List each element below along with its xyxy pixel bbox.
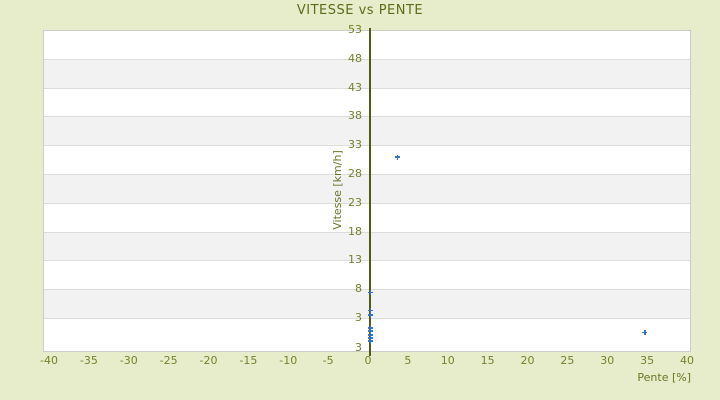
gridline — [43, 202, 691, 204]
plot-band — [43, 145, 691, 174]
chart-title: VITESSE vs PENTE — [296, 3, 424, 18]
plot-band — [43, 318, 691, 352]
y-tick-label: 38 — [348, 109, 362, 123]
plot-band — [43, 87, 691, 117]
gridline — [43, 116, 691, 118]
data-point — [367, 338, 373, 344]
plot-band — [43, 116, 691, 146]
x-tick-label: -20 — [199, 354, 218, 367]
x-tick-label: -30 — [119, 354, 138, 367]
data-point — [367, 335, 373, 341]
gridline — [43, 174, 691, 175]
gridline — [43, 58, 691, 60]
gridline — [43, 260, 691, 262]
x-tick-label: -25 — [159, 354, 178, 367]
data-point — [367, 308, 373, 314]
gridline — [43, 30, 691, 31]
y-tick-label: 48 — [348, 51, 362, 65]
data-point — [367, 312, 373, 318]
y-tick-label: 43 — [348, 80, 362, 94]
y-tick-label: 33 — [348, 138, 362, 152]
x-tick-label: 5 — [404, 354, 412, 367]
y-tick-label: 3 — [355, 311, 362, 324]
y-tick-label: 23 — [348, 195, 362, 209]
gridline — [43, 145, 691, 147]
plot-band — [43, 289, 691, 318]
data-point — [367, 325, 373, 331]
y-tick-label: 8 — [355, 282, 362, 296]
plot-band — [43, 30, 691, 59]
x-tick-label: 35 — [640, 354, 655, 367]
y-tick-label: 53 — [348, 23, 362, 36]
x-tick-label: 0 — [364, 354, 372, 367]
plot-band — [43, 202, 691, 232]
x-tick-label: -40 — [39, 354, 58, 367]
y-axis-edge-label: 3 — [355, 341, 362, 354]
x-tick-label: 30 — [600, 354, 615, 367]
x-tick-label: -35 — [79, 354, 98, 367]
gridline — [43, 231, 691, 233]
y-tick-label: 28 — [348, 167, 362, 180]
x-axis-title: Pente [%] — [637, 371, 691, 384]
y-axis-line — [368, 28, 371, 356]
plot-area — [43, 30, 691, 352]
data-point — [395, 154, 400, 160]
plot-band — [43, 174, 691, 203]
data-point — [642, 329, 648, 335]
data-point — [367, 328, 373, 334]
plot-band — [43, 260, 691, 290]
data-point — [367, 290, 373, 296]
gridline — [43, 87, 691, 89]
gridline — [43, 289, 691, 291]
x-tick-label: 40 — [680, 354, 694, 367]
x-tick-label: -15 — [239, 354, 258, 367]
x-tick-label: 25 — [560, 354, 575, 367]
x-tick-label: 10 — [440, 354, 455, 367]
y-tick-label: 13 — [348, 253, 362, 267]
x-tick-label: 15 — [480, 354, 495, 367]
plot-band — [43, 58, 691, 88]
x-tick-label: -5 — [322, 354, 334, 367]
y-axis-title: Vitesse [km/h] — [331, 150, 344, 230]
x-tick-label: 20 — [520, 354, 535, 367]
y-tick-label: 18 — [348, 224, 362, 238]
x-tick-label: -10 — [279, 354, 298, 367]
plot-band — [43, 231, 691, 261]
data-point — [367, 332, 373, 338]
gridline — [43, 318, 691, 319]
